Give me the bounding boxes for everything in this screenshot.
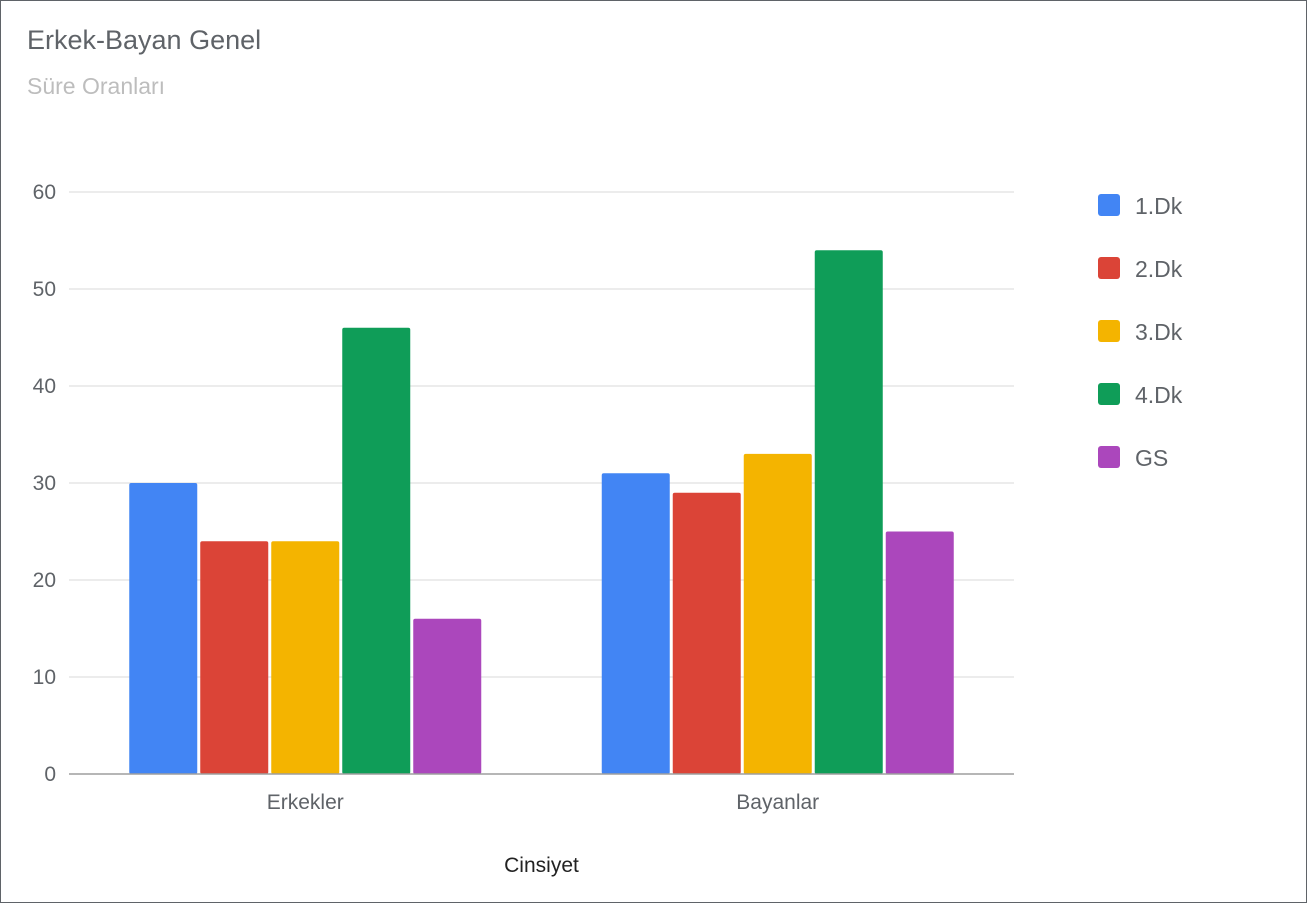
bar-1-3 (271, 541, 340, 774)
legend-swatch (1098, 383, 1120, 405)
bar-2-2 (672, 492, 741, 774)
y-tick-label: 20 (33, 569, 56, 592)
legend-swatch (1098, 194, 1120, 216)
legend-label: 1.Dk (1135, 193, 1183, 219)
x-axis-title: Cinsiyet (504, 854, 579, 877)
x-category-label: Erkekler (267, 791, 344, 814)
y-tick-label: 50 (33, 278, 56, 301)
bar-2-3 (743, 453, 812, 774)
legend-label: 2.Dk (1135, 256, 1183, 282)
bar-2-4 (814, 250, 883, 774)
bar-2-1 (601, 473, 670, 774)
y-tick-label: 10 (33, 666, 56, 689)
legend-swatch (1098, 320, 1120, 342)
bar-1-4 (342, 327, 411, 774)
legend-label: 3.Dk (1135, 319, 1183, 345)
bar-1-1 (129, 483, 198, 774)
x-category-label: Bayanlar (736, 791, 819, 814)
legend-swatch (1098, 446, 1120, 468)
bar-1-5 (413, 618, 482, 774)
chart-title: Erkek-Bayan Genel (27, 25, 262, 55)
y-tick-label: 60 (33, 181, 56, 204)
legend-label: GS (1135, 445, 1168, 471)
bar-1-2 (200, 541, 269, 774)
bar-2-5 (885, 531, 954, 774)
y-tick-label: 40 (33, 375, 56, 398)
y-tick-label: 0 (44, 763, 56, 786)
legend-swatch (1098, 257, 1120, 279)
chart-subtitle: Süre Oranları (27, 73, 166, 99)
y-tick-label: 30 (33, 472, 56, 495)
legend-label: 4.Dk (1135, 382, 1183, 408)
